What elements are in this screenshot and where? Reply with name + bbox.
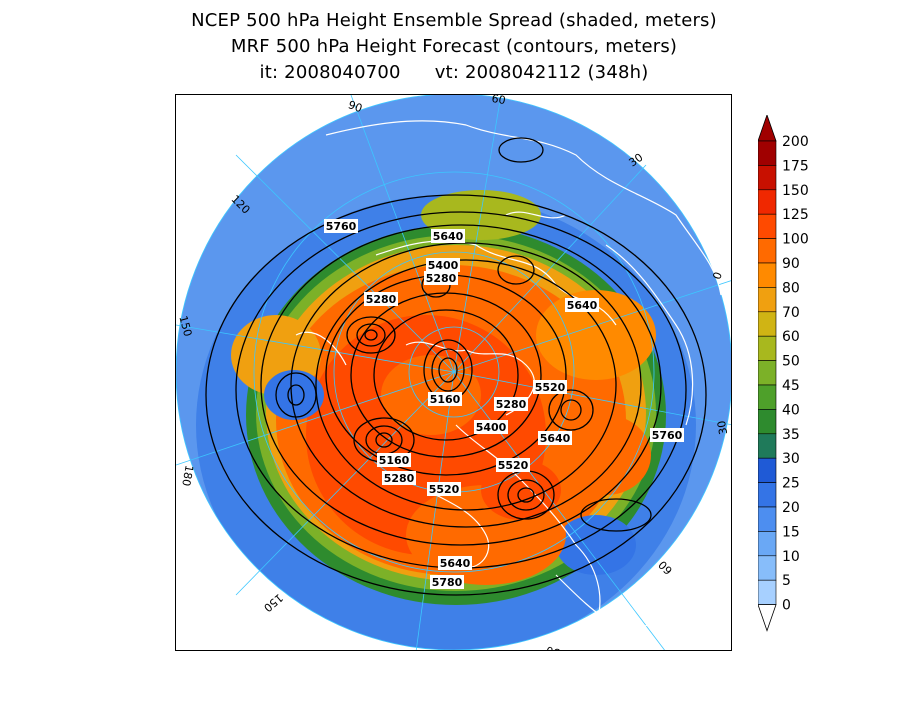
colorbar-tick-label: 15 <box>782 524 800 540</box>
colorbar-swatch <box>758 189 777 215</box>
colorbar-tick-label: 70 <box>782 305 800 321</box>
lon-label-60w: 60 <box>656 558 675 577</box>
contour-label: 5780 <box>432 576 463 589</box>
lon-label-150w: 150 <box>261 591 285 614</box>
contour-label: 5160 <box>430 393 461 406</box>
colorbar-tick-label: 80 <box>782 280 800 296</box>
colorbar-tick-label: 150 <box>782 183 809 199</box>
colorbar-swatch <box>758 384 777 410</box>
init-time: it: 2008040700 <box>259 62 401 83</box>
spread-shading <box>176 95 731 650</box>
colorbar-swatch <box>758 555 777 581</box>
colorbar-swatch <box>758 579 777 605</box>
colorbar-swatch <box>758 287 777 313</box>
colorbar-tick-label: 100 <box>782 232 809 248</box>
colorbar-swatch <box>758 213 777 239</box>
lon-label-30w: 30 <box>715 420 730 436</box>
title-line-2: MRF 500 hPa Height Forecast (contours, m… <box>230 36 678 57</box>
colorbar-tick-label: 5 <box>782 573 791 589</box>
colorbar-swatch <box>758 506 777 532</box>
contour-label: 5400 <box>476 421 507 434</box>
contour-label: 5280 <box>384 472 415 485</box>
colorbar-tick-label: 50 <box>782 354 800 370</box>
height-contours <box>205 137 707 596</box>
colorbar-tick-label: 10 <box>782 549 800 565</box>
lon-label-60e: 60 <box>491 95 507 107</box>
valid-time: vt: 2008042112 (348h) <box>434 62 649 83</box>
colorbar-tick-label: 125 <box>782 207 809 223</box>
colorbar-tick-label: 60 <box>782 329 800 345</box>
colorbar-labels: 2001751501251009080706050454035302520151… <box>782 134 809 614</box>
colorbar-bottom-arrow <box>758 604 777 632</box>
colorbar-top-arrow <box>758 115 777 142</box>
contour-label: 5160 <box>379 454 410 467</box>
colorbar-swatch <box>758 165 777 191</box>
colorbar-swatch <box>758 262 777 288</box>
colorbar-swatch <box>758 335 777 361</box>
colorbar: 2001751501251009080706050454035302520151… <box>758 115 809 632</box>
map-frame: 60 30 0 30 60 90 120 150 180 150 120 90 … <box>175 94 732 651</box>
colorbar-swatch <box>758 140 777 166</box>
colorbar-tick-label: 35 <box>782 427 800 443</box>
contour-label: 5280 <box>496 398 527 411</box>
contour-label: 5760 <box>652 429 683 442</box>
contour-label: 5400 <box>428 259 459 272</box>
contour-label: 5280 <box>426 272 457 285</box>
colorbar-swatch <box>758 457 777 483</box>
colorbar-swatch <box>758 433 777 459</box>
colorbar-swatch <box>758 409 777 435</box>
title-line-3: it: 2008040700 vt: 2008042112 (348h) <box>0 60 908 86</box>
contour-label: 5640 <box>440 557 471 570</box>
colorbar-tick-label: 45 <box>782 378 800 394</box>
colorbar-swatch <box>758 531 777 557</box>
colorbar-tick-label: 200 <box>782 134 809 150</box>
colorbar-tick-label: 175 <box>782 158 809 174</box>
colorbar-tick-label: 90 <box>782 256 800 272</box>
colorbar-tick-label: 40 <box>782 402 800 418</box>
colorbar-swatch <box>758 311 777 337</box>
contour-label: 5640 <box>540 432 571 445</box>
title-line-1: NCEP 500 hPa Height Ensemble Spread (sha… <box>191 10 717 31</box>
lon-label-180: 180 <box>179 464 195 487</box>
lon-label-150e: 150 <box>176 314 194 338</box>
colorbar-tick-label: 25 <box>782 476 800 492</box>
colorbar-boxes <box>758 115 777 632</box>
colorbar-tick-label: 30 <box>782 451 800 467</box>
polar-map: 60 30 0 30 60 90 120 150 180 150 120 90 … <box>176 95 731 651</box>
contour-label: 5520 <box>535 381 566 394</box>
contour-label: 5760 <box>326 220 357 233</box>
colorbar-swatch <box>758 360 777 386</box>
contour-label: 5520 <box>429 483 460 496</box>
lon-label-0: 0 <box>710 270 725 281</box>
contour-label: 5640 <box>567 299 598 312</box>
colorbar-swatch <box>758 482 777 508</box>
contour-label: 5640 <box>433 230 464 243</box>
colorbar-tick-label: 20 <box>782 500 800 516</box>
contour-label: 5520 <box>498 459 529 472</box>
colorbar-swatch <box>758 238 777 264</box>
colorbar-tick-label: 0 <box>782 598 791 614</box>
contour-label: 5280 <box>366 293 397 306</box>
graticule <box>176 95 731 650</box>
contour-labels: 5760 5640 5400 5280 5280 5640 5520 5160 … <box>324 219 684 589</box>
lon-label-90e: 90 <box>346 98 364 115</box>
lon-label-90w: 90 <box>545 643 562 651</box>
